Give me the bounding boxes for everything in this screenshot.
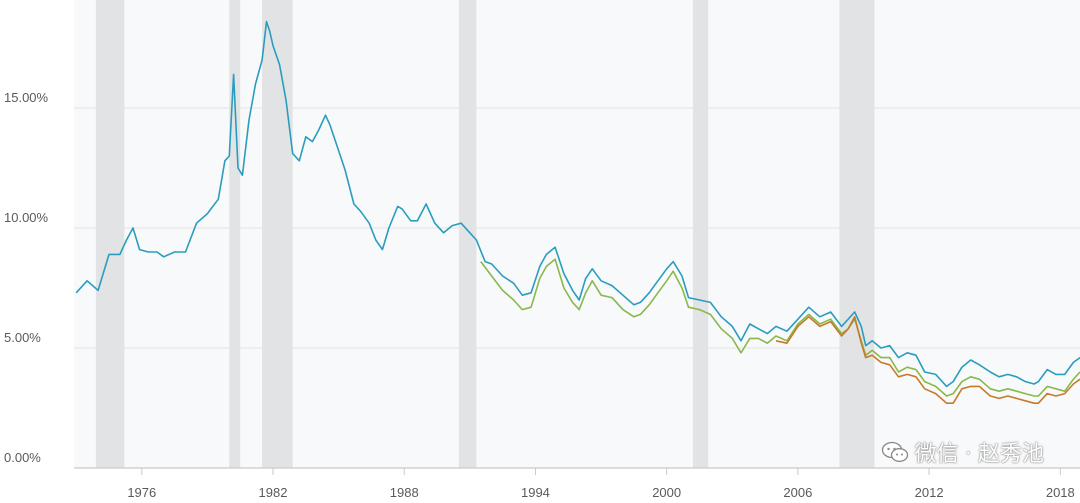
x-tick-label-4: 2000 <box>652 485 681 500</box>
series-line-1 <box>480 258 1080 397</box>
watermark-text-right: 赵秀池 <box>977 441 1044 466</box>
x-tick-label-2: 1988 <box>390 485 419 500</box>
x-tick-label-7: 2018 <box>1046 485 1075 500</box>
series-line-2 <box>775 315 1080 405</box>
x-tick-label-0: 1976 <box>127 485 156 500</box>
y-tick-label-3: 15.00% <box>4 90 49 105</box>
wechat-icon <box>881 441 908 462</box>
y-tick-label-1: 5.00% <box>4 330 41 345</box>
watermark: 微信 · 赵秀池 <box>881 436 1044 468</box>
y-tick-label-0: 0.00% <box>4 450 41 465</box>
series-lines <box>75 20 1080 405</box>
recession-band-5 <box>839 0 875 468</box>
recession-band-0 <box>95 0 125 468</box>
recession-band-1 <box>229 0 241 468</box>
recession-band-2 <box>262 0 293 468</box>
x-tick-label-5: 2006 <box>783 485 812 500</box>
watermark-text-left: 微信 <box>914 441 959 466</box>
series-line-0 <box>75 20 1080 388</box>
x-tick-label-1: 1982 <box>259 485 288 500</box>
x-tick-label-3: 1994 <box>521 485 550 500</box>
y-tick-label-2: 10.00% <box>4 210 49 225</box>
plot-area <box>74 0 1080 468</box>
grid <box>74 107 1080 349</box>
recession-bands <box>95 0 875 468</box>
y-axis-ticks: 0.00% 5.00% 10.00% 15.00% <box>4 90 49 465</box>
x-axis-ticks: 1976 1982 1988 1994 2000 2006 2012 2018 <box>127 468 1075 500</box>
watermark-separator: · <box>964 439 972 464</box>
recession-band-4 <box>692 0 709 468</box>
recession-band-3 <box>458 0 477 468</box>
x-tick-label-6: 2012 <box>915 485 944 500</box>
